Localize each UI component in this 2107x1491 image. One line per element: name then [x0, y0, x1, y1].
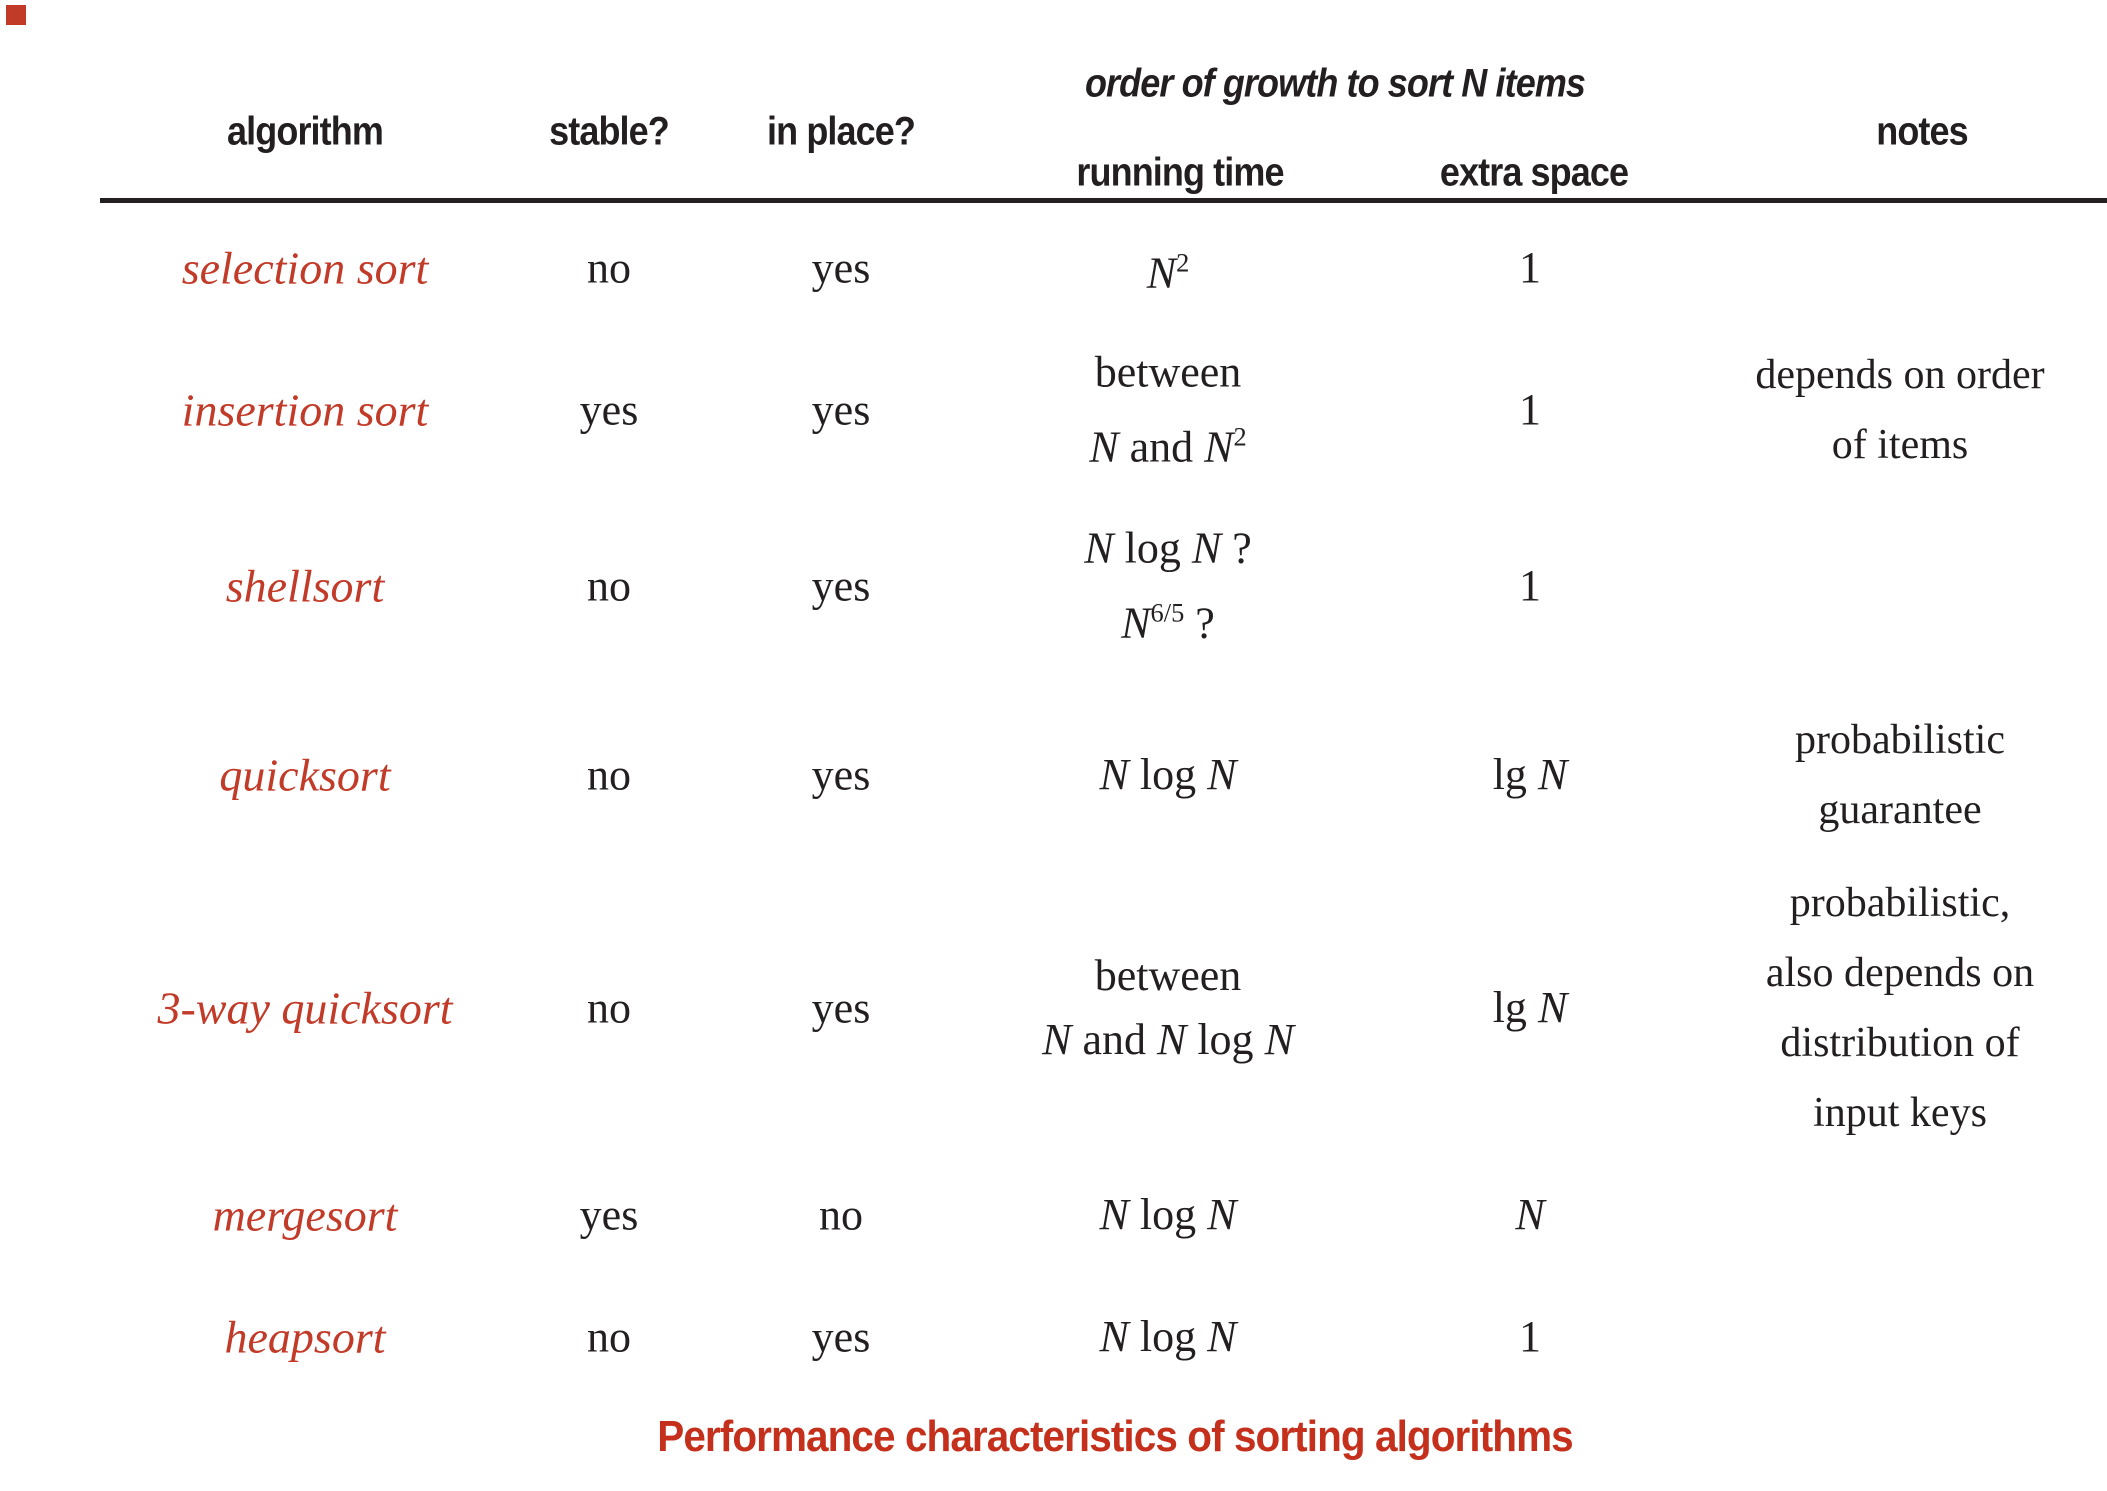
- running-time-cell: N log N ? N6/5 ?: [1084, 523, 1252, 648]
- algorithm-name: mergesort: [212, 1189, 398, 1241]
- column-header-algorithm: algorithm: [227, 109, 384, 154]
- algorithm-name: 3-way quicksort: [157, 982, 453, 1034]
- running-time-cell: N2: [1146, 247, 1190, 298]
- algorithm-name: insertion sort: [181, 384, 429, 436]
- column-header-running-time: running time: [1076, 150, 1284, 195]
- stable-cell: no: [587, 1312, 631, 1362]
- extra-space-cell: 1: [1519, 385, 1541, 434]
- algorithm-name: quicksort: [219, 749, 391, 801]
- notes-cell: probabilistic, also depends on distributio…: [1765, 880, 2035, 1136]
- running-time-cell: between N and N log N: [1042, 951, 1294, 1064]
- running-time-cell: between N and N2: [1089, 347, 1247, 472]
- notes-cell: probabilistic guarantee: [1795, 717, 2005, 833]
- notes-cell: depends on order of items: [1755, 352, 2045, 468]
- column-header-stable: stable?: [549, 109, 670, 154]
- extra-space-cell: lg N: [1492, 750, 1568, 799]
- extra-space-cell: 1: [1519, 243, 1541, 292]
- running-time-cell: N log N: [1099, 750, 1237, 799]
- in-place-cell: yes: [811, 561, 871, 611]
- table-caption: Performance characteristics of sorting a…: [657, 1412, 1573, 1461]
- extra-space-cell: lg N: [1492, 983, 1568, 1032]
- in-place-cell: yes: [811, 1312, 871, 1362]
- stable-cell: yes: [579, 385, 639, 435]
- algorithm-name: heapsort: [224, 1311, 386, 1363]
- stable-cell: no: [587, 750, 631, 800]
- column-group-header-order-of-growth: order of growth to sort N items: [1084, 61, 1586, 106]
- stable-cell: no: [587, 983, 631, 1033]
- in-place-cell: yes: [811, 750, 871, 800]
- running-time-cell: N log N: [1099, 1312, 1237, 1361]
- column-header-in-place: in place?: [767, 109, 916, 154]
- header-rule: [100, 198, 2107, 203]
- extra-space-cell: 1: [1519, 1312, 1541, 1361]
- stable-cell: no: [587, 243, 631, 293]
- page-corner-marker: [6, 5, 26, 25]
- column-header-notes: notes: [1876, 109, 1968, 154]
- algorithm-name: shellsort: [225, 560, 385, 612]
- column-header-extra-space: extra space: [1439, 150, 1629, 195]
- extra-space-cell: N: [1515, 1190, 1545, 1239]
- in-place-cell: yes: [811, 385, 871, 435]
- extra-space-cell: 1: [1519, 561, 1541, 610]
- stable-cell: no: [587, 561, 631, 611]
- in-place-cell: yes: [811, 243, 871, 293]
- in-place-cell: yes: [811, 983, 871, 1033]
- stable-cell: yes: [579, 1190, 639, 1240]
- running-time-cell: N log N: [1099, 1190, 1237, 1239]
- algorithm-name: selection sort: [181, 242, 429, 294]
- in-place-cell: no: [819, 1190, 863, 1240]
